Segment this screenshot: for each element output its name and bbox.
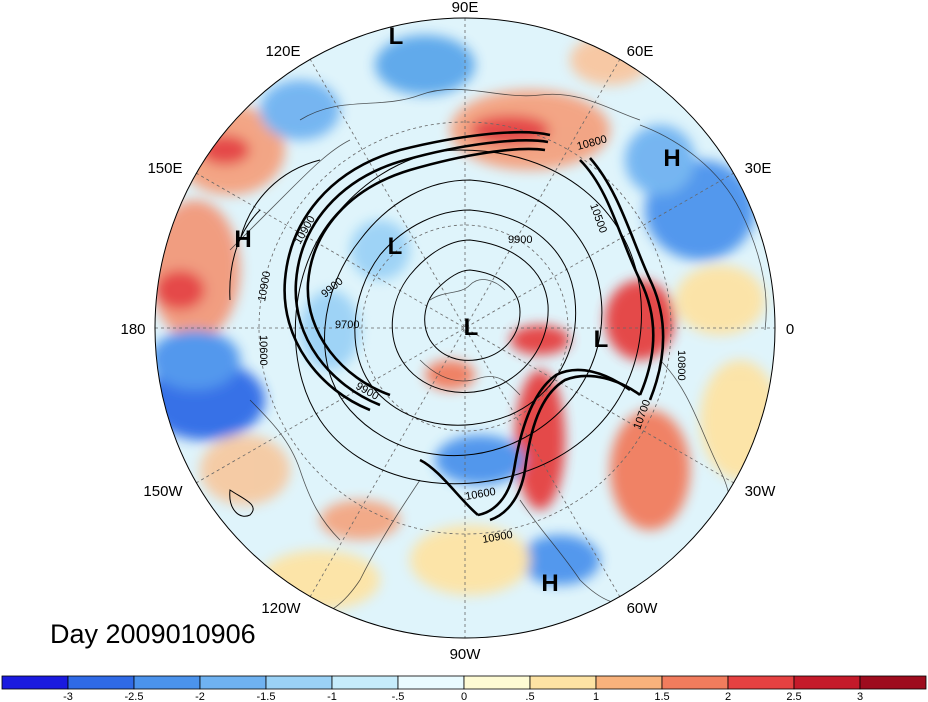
colorbar-tick-label: 2 [725,691,731,702]
date-label: Day 2009010906 [50,619,256,649]
contour-label-10900-west: 10900 [256,270,273,302]
colorbar-swatch [595,675,663,690]
contour-label-10600-south: 10600 [464,486,496,503]
colorbar-tick-label: -.5 [392,691,405,702]
colorbar-swatch [727,675,795,690]
colorbar-tick-label: -2 [195,691,205,702]
colorbar-swatch [529,675,597,690]
low-center-siberia: L [388,233,403,260]
lon-label-90w: 90W [450,646,482,663]
colorbar-tick-label: 0 [461,691,467,702]
high-center-east: H [663,145,680,172]
contour-label-10800-east: 10800 [675,350,687,381]
low-center-atlantic: L [594,326,609,353]
lon-label-120w: 120W [261,600,301,617]
colorbar-swatch [1,675,69,690]
lon-label-30w: 30W [745,483,777,500]
colorbar-swatch [67,675,135,690]
contour-label-10900-south: 10900 [481,529,513,546]
colorbar-swatch [133,675,201,690]
longitude-labels: 90E 60E 30E 0 30W 60W 90W 120W 150W 180 … [120,0,794,663]
pressure-centers: L H H L L L H [234,23,680,597]
colorbar-tick-label: -2.5 [125,691,144,702]
colorbar-swatch [661,675,729,690]
contour-label-9900-east: 9900 [508,234,532,246]
high-center-southeast: H [541,570,558,597]
colorbar-tick-label: .5 [525,691,534,702]
graticule [155,18,775,638]
low-center-pole: L [464,314,479,341]
contour-label-10600-west: 10600 [257,335,269,366]
colorbar-tick-label: 3 [857,691,863,702]
colorbar-tick-label: -1.5 [257,691,276,702]
lon-label-0: 0 [786,321,794,338]
lon-label-150w: 150W [143,483,183,500]
colorbar-swatch [463,675,531,690]
high-center-west: H [234,226,251,253]
colorbar-swatch [793,675,861,690]
colorbar-tick-label: 1.5 [654,691,669,702]
colorbar-swatch [331,675,399,690]
lon-label-120e: 120E [265,43,300,60]
colorbar-swatch [199,675,267,690]
lon-label-60w: 60W [627,600,659,617]
colorbar: -3 -2.5 -2 -1.5 -1 -.5 0 .5 1 1.5 2 2.5 3 [1,675,927,702]
colorbar-tick-label: 1 [593,691,599,702]
colorbar-tick-label: -1 [327,691,337,702]
lon-label-30e: 30E [745,160,772,177]
lon-label-150e: 150E [147,160,182,177]
colorbar-tick-label: 2.5 [786,691,801,702]
low-center-north: L [389,23,404,50]
colorbar-tick-label: -3 [63,691,73,702]
contour-label-9700: 9700 [335,319,359,331]
lon-label-180: 180 [120,321,145,338]
colorbar-swatch [265,675,333,690]
map-border [154,17,776,639]
lon-label-60e: 60E [627,43,654,60]
bold-contours [283,131,665,522]
colorbar-swatch [397,675,465,690]
colorbar-swatch [859,675,927,690]
lon-label-90e: 90E [452,0,479,16]
